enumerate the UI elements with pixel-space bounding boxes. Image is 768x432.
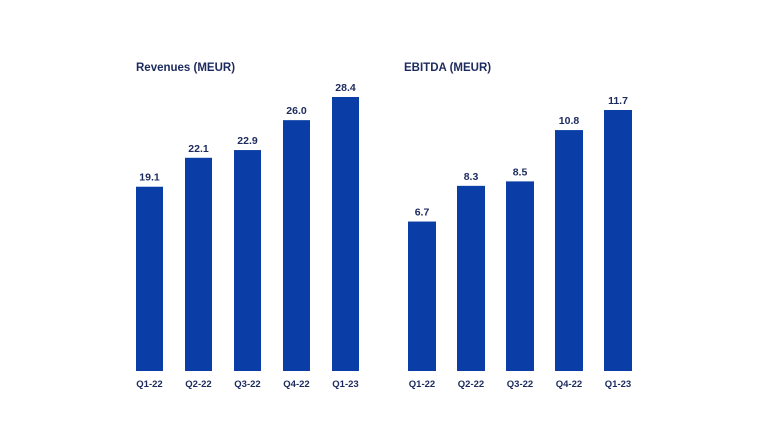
ebitda-value-label: 10.8 bbox=[559, 115, 580, 127]
revenues-x-tick-label: Q2-22 bbox=[185, 379, 211, 390]
revenues-value-label: 22.9 bbox=[237, 135, 258, 147]
ebitda-bar-q2-22 bbox=[457, 185, 485, 371]
ebitda-x-tick-label: Q4-22 bbox=[556, 379, 582, 390]
ebitda-bar-q1-22 bbox=[408, 221, 436, 371]
ebitda-value-label: 8.3 bbox=[464, 171, 479, 183]
revenues-x-tick-label: Q1-23 bbox=[332, 379, 358, 390]
ebitda-value-label: 8.5 bbox=[513, 166, 528, 178]
revenues-chart: Revenues (MEUR) 19.1 Q1-22 22.1 Q2-22 22.9 Q3-… bbox=[136, 62, 359, 390]
revenues-x-tick-label: Q1-22 bbox=[136, 379, 162, 390]
revenues-value-label: 26.0 bbox=[286, 105, 307, 117]
revenues-bar-q1-23 bbox=[332, 97, 359, 371]
revenues-bar-q3-22 bbox=[234, 150, 261, 371]
ebitda-bar-q4-22 bbox=[555, 130, 583, 371]
ebitda-value-label: 11.7 bbox=[608, 95, 628, 107]
ebitda-x-tick-label: Q1-23 bbox=[605, 379, 631, 390]
ebitda-bar-q3-22 bbox=[506, 181, 534, 371]
revenues-x-tick-label: Q3-22 bbox=[234, 379, 260, 390]
ebitda-x-tick-label: Q2-22 bbox=[458, 379, 484, 390]
ebitda-x-tick-label: Q1-22 bbox=[409, 379, 435, 390]
ebitda-value-label: 6.7 bbox=[415, 207, 430, 219]
revenues-chart-title: Revenues (MEUR) bbox=[136, 62, 235, 74]
ebitda-bar-q1-23 bbox=[604, 110, 632, 371]
ebitda-chart-title: EBITDA (MEUR) bbox=[404, 62, 491, 74]
ebitda-x-tick-label: Q3-22 bbox=[507, 379, 533, 390]
revenues-value-label: 28.4 bbox=[335, 82, 356, 94]
ebitda-chart: EBITDA (MEUR) 6.7 Q1-22 8.3 Q2-22 8.5 Q3-22 10.… bbox=[404, 62, 632, 390]
revenues-value-label: 19.1 bbox=[139, 172, 160, 184]
revenues-x-tick-label: Q4-22 bbox=[283, 379, 309, 390]
revenues-value-label: 22.1 bbox=[188, 143, 209, 155]
revenues-bar-q4-22 bbox=[283, 120, 310, 371]
revenues-bar-q1-22 bbox=[136, 186, 163, 371]
revenues-bar-q2-22 bbox=[185, 157, 212, 371]
